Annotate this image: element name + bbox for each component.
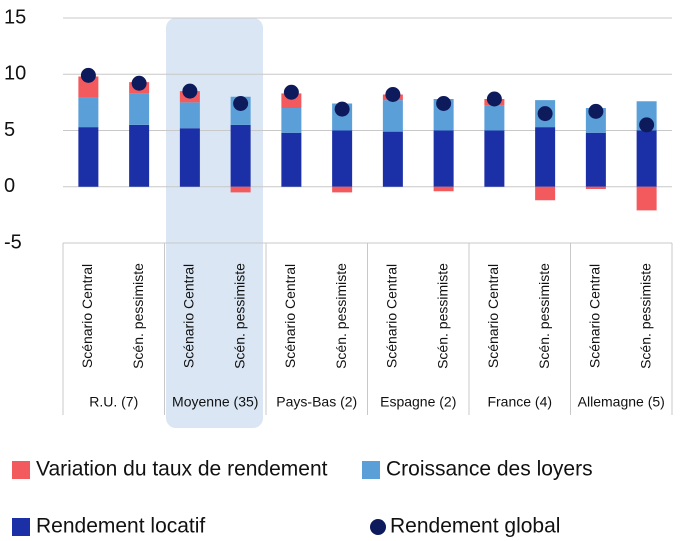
bar-segment bbox=[332, 130, 353, 187]
dot bbox=[486, 91, 502, 107]
bar-segment bbox=[230, 186, 251, 193]
bar-segment bbox=[78, 76, 99, 98]
bar-segment bbox=[281, 132, 302, 187]
dot bbox=[283, 84, 299, 100]
x-tick-label: Scénario Central bbox=[282, 264, 298, 368]
y-tick-label: 0 bbox=[4, 175, 15, 197]
x-tick-label: Scénario Central bbox=[485, 264, 501, 368]
group-label: France (4) bbox=[487, 394, 552, 410]
bar-segment bbox=[535, 127, 556, 187]
dot bbox=[80, 67, 96, 83]
legend-swatch bbox=[12, 518, 30, 536]
dot bbox=[436, 96, 452, 111]
legend-label: Variation du taux de rendement bbox=[36, 458, 328, 481]
x-tick-label: Scén. pessimiste bbox=[536, 263, 552, 369]
bar-segment bbox=[636, 186, 657, 211]
y-tick-label: 15 bbox=[4, 6, 26, 28]
bar-segment bbox=[78, 97, 99, 128]
group-label: Pays-Bas (2) bbox=[276, 394, 357, 410]
x-tick-label: Scénario Central bbox=[384, 264, 400, 368]
bar-segment bbox=[585, 132, 606, 187]
dot bbox=[537, 106, 553, 122]
bar-segment bbox=[433, 130, 454, 187]
bar-segment bbox=[484, 130, 505, 187]
y-tick-label: -5 bbox=[4, 231, 22, 253]
bar-segment bbox=[179, 128, 200, 187]
dot bbox=[385, 87, 401, 102]
bar-segment bbox=[281, 108, 302, 133]
dot bbox=[182, 83, 198, 99]
bar-segment bbox=[382, 131, 403, 187]
x-tick-label: Scén. pessimiste bbox=[333, 263, 349, 369]
y-tick-label: 5 bbox=[4, 119, 15, 141]
dot bbox=[131, 75, 147, 91]
bar-segment bbox=[636, 130, 657, 187]
legend-swatch bbox=[370, 519, 386, 535]
bar-segment bbox=[230, 124, 251, 187]
dot bbox=[233, 96, 249, 111]
bar-segment bbox=[129, 93, 150, 125]
legend-swatch bbox=[362, 461, 380, 479]
x-tick-label: Scén. pessimiste bbox=[130, 263, 146, 369]
dot bbox=[334, 101, 350, 117]
x-tick-label: Scén. pessimiste bbox=[434, 263, 450, 369]
bar-segment bbox=[535, 186, 556, 201]
x-tick-label: Scénario Central bbox=[181, 264, 197, 368]
bar-segment bbox=[433, 186, 454, 192]
dot bbox=[588, 103, 604, 119]
group-label: Allemagne (5) bbox=[578, 394, 665, 410]
legend-label: Rendement locatif bbox=[36, 515, 205, 538]
bar-segment bbox=[484, 105, 505, 131]
bar-segment bbox=[129, 124, 150, 187]
bar-segment bbox=[332, 186, 353, 193]
group-label: R.U. (7) bbox=[89, 394, 138, 410]
legend-swatch bbox=[12, 461, 30, 479]
bar-segment bbox=[382, 100, 403, 132]
legend-label: Croissance des loyers bbox=[386, 458, 593, 481]
x-tick-label: Scén. pessimiste bbox=[637, 263, 653, 369]
group-label: Moyenne (35) bbox=[172, 394, 258, 410]
dot bbox=[639, 117, 655, 133]
legend-label: Rendement global bbox=[390, 515, 560, 538]
bar-segment bbox=[78, 127, 99, 187]
bar-segment bbox=[179, 102, 200, 129]
x-tick-label: Scénario Central bbox=[587, 264, 603, 368]
y-tick-label: 10 bbox=[4, 63, 26, 85]
group-label: Espagne (2) bbox=[380, 394, 456, 410]
bar-segment bbox=[585, 186, 606, 189]
x-tick-label: Scénario Central bbox=[79, 264, 95, 368]
x-tick-label: Scén. pessimiste bbox=[231, 263, 247, 369]
